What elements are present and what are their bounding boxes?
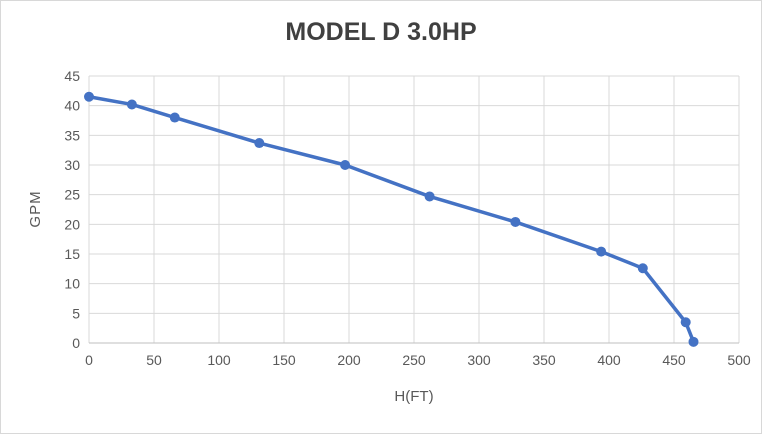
x-tick-label: 200 <box>337 352 361 368</box>
series-line <box>87 95 696 344</box>
chart-title: MODEL D 3.0HP <box>285 18 477 46</box>
x-tick-label: 0 <box>85 352 93 368</box>
x-tick-label: 400 <box>597 352 621 368</box>
y-tick-label: 20 <box>64 216 80 232</box>
x-tick-label: 100 <box>207 352 231 368</box>
y-tick-label: 45 <box>64 68 80 84</box>
y-tick-label: 35 <box>64 127 80 143</box>
y-axis-title: GPM <box>27 190 44 228</box>
x-tick-label: 150 <box>272 352 296 368</box>
y-tick-label: 0 <box>72 335 80 351</box>
x-tick-label: 350 <box>532 352 556 368</box>
data-point-marker <box>424 191 435 202</box>
y-tick-label: 30 <box>64 157 80 173</box>
y-tick-label: 25 <box>64 187 80 203</box>
x-axis-title: H(FT) <box>394 388 434 405</box>
x-tick-label: 450 <box>662 352 686 368</box>
data-point-marker <box>596 246 607 257</box>
data-point-marker <box>340 160 351 170</box>
data-point-marker <box>126 99 137 110</box>
y-tick-label: 5 <box>72 305 80 321</box>
y-tick-label: 10 <box>64 276 80 292</box>
y-tick-label: 40 <box>64 98 80 114</box>
x-tick-label: 300 <box>467 352 491 368</box>
data-point-marker <box>254 138 265 149</box>
data-point-marker <box>688 336 699 347</box>
x-tick-label: 500 <box>727 352 751 368</box>
data-point-marker <box>680 317 691 328</box>
data-point-marker <box>169 112 180 123</box>
data-point-marker <box>510 216 521 227</box>
x-tick-label: 250 <box>402 352 426 368</box>
x-tick-label: 50 <box>146 352 162 368</box>
y-tick-label: 15 <box>64 246 80 262</box>
data-point-marker <box>84 91 94 102</box>
data-point-marker <box>637 263 648 274</box>
